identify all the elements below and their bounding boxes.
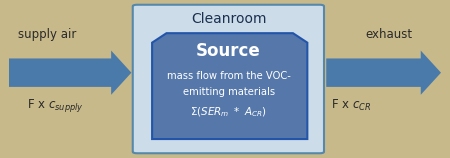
Text: supply air: supply air <box>18 28 76 41</box>
Text: $\Sigma(SER_m\ *\ A_{CR})$: $\Sigma(SER_m\ *\ A_{CR})$ <box>190 105 267 119</box>
Text: Source: Source <box>196 42 261 60</box>
FancyArrow shape <box>9 51 131 95</box>
FancyArrow shape <box>326 51 441 95</box>
Text: mass flow from the VOC-: mass flow from the VOC- <box>166 71 291 81</box>
Text: F x $c_{supply}$: F x $c_{supply}$ <box>27 97 84 114</box>
Text: exhaust: exhaust <box>366 28 413 41</box>
Polygon shape <box>152 33 307 139</box>
Text: emitting materials: emitting materials <box>183 87 274 97</box>
FancyBboxPatch shape <box>133 5 324 153</box>
Text: Cleanroom: Cleanroom <box>191 12 266 26</box>
Text: F x $c_{CR}$: F x $c_{CR}$ <box>331 98 371 113</box>
